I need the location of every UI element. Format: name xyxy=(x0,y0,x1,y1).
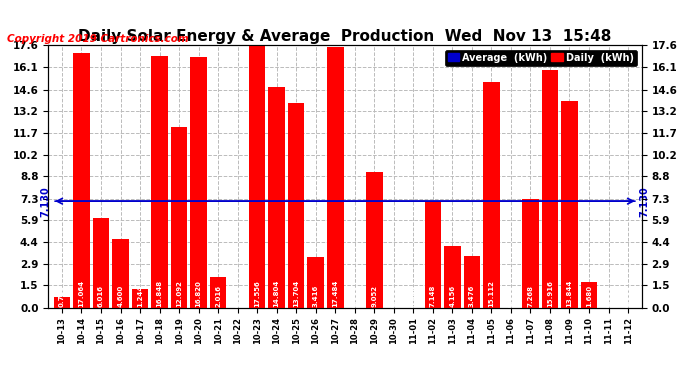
Text: 0.000: 0.000 xyxy=(352,285,357,307)
Bar xyxy=(288,103,304,308)
Text: 17.064: 17.064 xyxy=(79,280,84,307)
Bar xyxy=(190,57,207,308)
Bar xyxy=(210,278,226,308)
Bar xyxy=(54,297,70,307)
Bar xyxy=(542,70,558,308)
Text: 17.556: 17.556 xyxy=(254,280,260,307)
Text: 16.848: 16.848 xyxy=(157,280,163,307)
Text: 1.680: 1.680 xyxy=(586,285,592,307)
Text: 2.016: 2.016 xyxy=(215,285,221,307)
Text: 7.130: 7.130 xyxy=(640,186,650,216)
Bar xyxy=(581,282,598,308)
Bar xyxy=(171,127,188,308)
Bar xyxy=(112,239,129,308)
Text: 0.000: 0.000 xyxy=(606,285,611,307)
Text: 12.092: 12.092 xyxy=(176,280,182,307)
Bar xyxy=(483,82,500,308)
Text: 15.112: 15.112 xyxy=(489,280,495,307)
Text: 15.916: 15.916 xyxy=(547,280,553,307)
Text: 0.000: 0.000 xyxy=(625,285,631,307)
Bar xyxy=(444,246,461,308)
Title: Daily Solar Energy & Average  Production  Wed  Nov 13  15:48: Daily Solar Energy & Average Production … xyxy=(78,29,612,44)
Bar xyxy=(151,56,168,308)
Text: 3.476: 3.476 xyxy=(469,285,475,307)
Bar xyxy=(132,289,148,308)
Text: 0.000: 0.000 xyxy=(391,285,397,307)
Text: 14.804: 14.804 xyxy=(274,279,279,307)
Text: 4.156: 4.156 xyxy=(449,285,455,307)
Bar xyxy=(249,46,266,308)
Text: 0.000: 0.000 xyxy=(411,285,416,307)
Bar xyxy=(308,256,324,307)
Text: 4.600: 4.600 xyxy=(117,285,124,307)
Text: 3.416: 3.416 xyxy=(313,285,319,307)
Bar xyxy=(522,199,539,308)
Text: 0.000: 0.000 xyxy=(235,285,241,307)
Text: 13.704: 13.704 xyxy=(293,279,299,307)
Bar xyxy=(268,87,285,308)
Text: 0.720: 0.720 xyxy=(59,285,65,307)
Text: 1.244: 1.244 xyxy=(137,284,143,307)
Bar xyxy=(561,101,578,308)
Text: 17.484: 17.484 xyxy=(333,279,338,307)
Text: Copyright 2019 Cartronics.com: Copyright 2019 Cartronics.com xyxy=(7,34,188,44)
Text: 16.820: 16.820 xyxy=(195,280,201,307)
Bar xyxy=(366,172,382,308)
Text: 7.268: 7.268 xyxy=(527,285,533,307)
Legend: Average  (kWh), Daily  (kWh): Average (kWh), Daily (kWh) xyxy=(444,50,637,66)
Bar xyxy=(464,256,480,308)
Text: 0.000: 0.000 xyxy=(508,285,514,307)
Text: 7.130: 7.130 xyxy=(40,186,50,216)
Bar xyxy=(92,218,109,308)
Bar xyxy=(327,47,344,308)
Text: 13.844: 13.844 xyxy=(566,279,573,307)
Bar xyxy=(73,53,90,307)
Text: 7.148: 7.148 xyxy=(430,284,436,307)
Bar xyxy=(424,201,441,308)
Text: 9.052: 9.052 xyxy=(371,285,377,307)
Text: 6.016: 6.016 xyxy=(98,285,104,307)
